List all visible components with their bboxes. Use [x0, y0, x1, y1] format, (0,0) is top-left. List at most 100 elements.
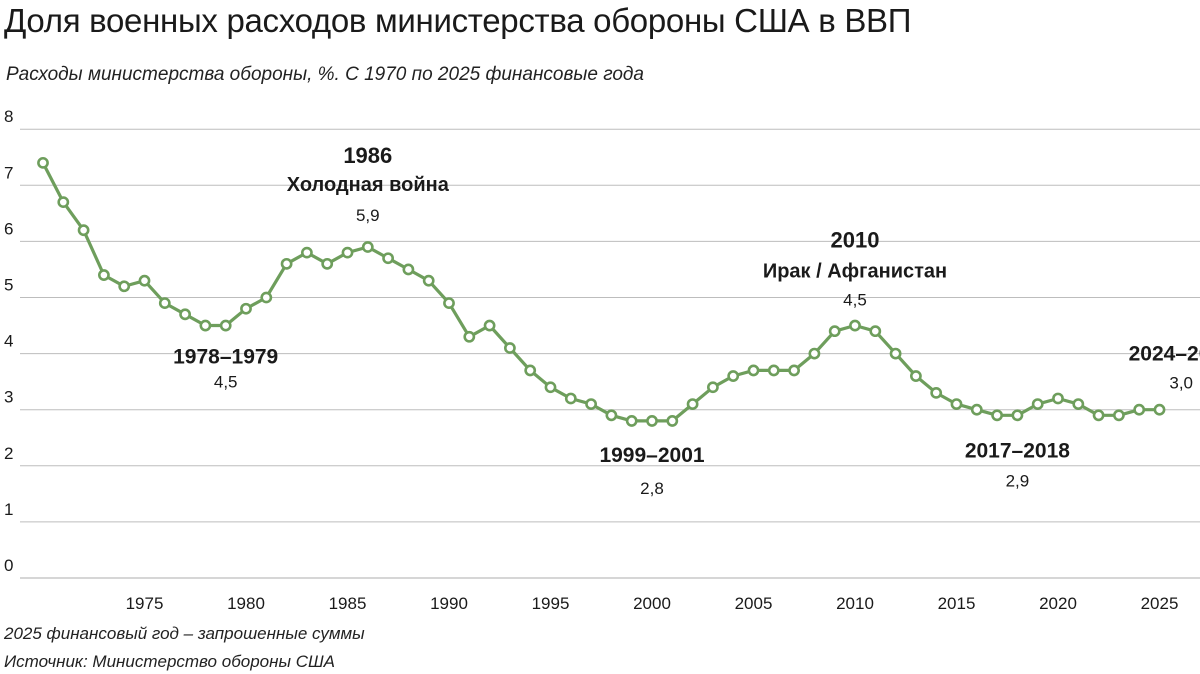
chart-subtitle: Расходы министерства обороны, %. С 1970 …: [6, 64, 645, 85]
data-point: [788, 364, 800, 377]
y-tick-label: 1: [4, 500, 13, 519]
data-point: [970, 403, 983, 416]
data-point: [402, 263, 415, 276]
data-point: [564, 392, 577, 405]
data-point: [503, 342, 516, 354]
data-point: [179, 308, 191, 321]
annotation-value-label: 4,5: [214, 373, 238, 392]
annotations-layer: 1986 Холодная война 5,9 1978–1979 4,5 1999–20…: [173, 143, 1200, 498]
annotation-subtitle: Ирак / Афганистан: [763, 261, 947, 283]
data-point: [483, 319, 496, 332]
annotation-subtitle: Холодная война: [287, 174, 450, 196]
x-tick-label: 1985: [329, 594, 367, 613]
x-tick-label: 2010: [836, 594, 874, 613]
data-point: [240, 302, 252, 315]
data-point: [280, 257, 293, 270]
data-point: [666, 415, 679, 427]
data-point: [646, 415, 658, 427]
annotation-title: 2010: [831, 228, 880, 253]
annotation-title: 2024–2025: [1129, 343, 1200, 366]
data-point: [158, 297, 171, 310]
data-point: [77, 224, 90, 237]
y-tick-label: 2: [4, 444, 13, 463]
y-tick-label: 7: [4, 163, 13, 182]
data-point: [321, 257, 334, 270]
x-axis-ticks: 1975 1980 1985 1990 1995 2000 2005 2010 2015 2020…: [126, 594, 1179, 613]
data-point: [1072, 398, 1085, 410]
data-point: [605, 409, 618, 422]
data-point: [767, 364, 780, 377]
data-point: [707, 381, 719, 394]
data-point: [747, 364, 760, 377]
x-tick-label: 1975: [126, 594, 164, 613]
data-point: [544, 381, 557, 394]
series-layer: [37, 156, 1166, 427]
data-point: [463, 330, 476, 343]
data-point: [422, 274, 435, 287]
data-point: [1113, 409, 1125, 422]
data-point: [443, 297, 455, 310]
annotation-title: 1978–1979: [173, 346, 278, 369]
data-point: [1153, 403, 1166, 416]
data-point: [869, 325, 882, 338]
y-tick-label: 0: [4, 556, 13, 575]
data-point: [727, 370, 740, 382]
x-tick-label: 1995: [532, 594, 570, 613]
data-point: [1133, 403, 1146, 416]
data-point: [341, 246, 354, 259]
data-point: [1011, 409, 1024, 422]
data-point: [37, 156, 49, 169]
x-tick-label: 2025: [1141, 594, 1179, 613]
data-point: [361, 241, 374, 253]
data-point: [889, 347, 902, 360]
annotation-value-label: 2,8: [640, 479, 664, 498]
chart-title: Доля военных расходов министерства оборо…: [4, 2, 912, 39]
annotation-title: 2017–2018: [965, 439, 1070, 462]
y-tick-label: 5: [4, 276, 13, 295]
x-tick-label: 1990: [430, 594, 468, 613]
annotation-value-label: 3,0: [1169, 374, 1193, 393]
data-point: [930, 386, 943, 399]
data-point: [849, 319, 861, 332]
grid-layer: [20, 128, 1200, 579]
footnote-request-note: 2025 финансовый год – запрошенные суммы: [4, 624, 365, 643]
data-point: [585, 398, 597, 410]
data-point: [138, 274, 151, 287]
y-tick-label: 6: [4, 219, 13, 238]
annotation-value-label: 2,9: [1006, 471, 1030, 490]
data-point: [1092, 409, 1105, 422]
data-point: [98, 269, 110, 281]
y-axis-ticks: 0 1 2 3 4 5 6 7 8: [4, 107, 13, 575]
x-tick-label: 2015: [938, 594, 976, 613]
data-point: [382, 252, 394, 265]
data-point: [219, 319, 232, 332]
annotation-value-label: 5,9: [356, 206, 380, 225]
footnote-source: Источник: Министерство обороны США: [4, 652, 335, 671]
x-tick-label: 1980: [227, 594, 265, 613]
data-point: [991, 409, 1003, 422]
data-point: [260, 291, 273, 304]
data-point: [199, 319, 212, 332]
data-point: [300, 246, 313, 259]
data-point: [118, 280, 131, 293]
data-point: [950, 398, 963, 410]
series-line: [41, 161, 1162, 423]
data-point: [1031, 398, 1044, 410]
data-point: [808, 347, 821, 360]
y-tick-label: 3: [4, 388, 13, 407]
data-point: [57, 196, 70, 209]
annotation-title: 1999–2001: [599, 444, 704, 467]
annotation-value-label: 4,5: [843, 291, 867, 310]
data-point: [910, 370, 922, 382]
data-point: [625, 415, 638, 427]
x-tick-label: 2020: [1039, 594, 1077, 613]
data-point: [1052, 392, 1064, 405]
data-point: [524, 364, 537, 377]
data-point: [686, 398, 699, 410]
annotation-title: 1986: [343, 143, 392, 168]
x-tick-label: 2005: [735, 594, 773, 613]
y-tick-label: 8: [4, 107, 13, 126]
y-tick-label: 4: [4, 332, 13, 351]
data-point: [828, 325, 841, 338]
